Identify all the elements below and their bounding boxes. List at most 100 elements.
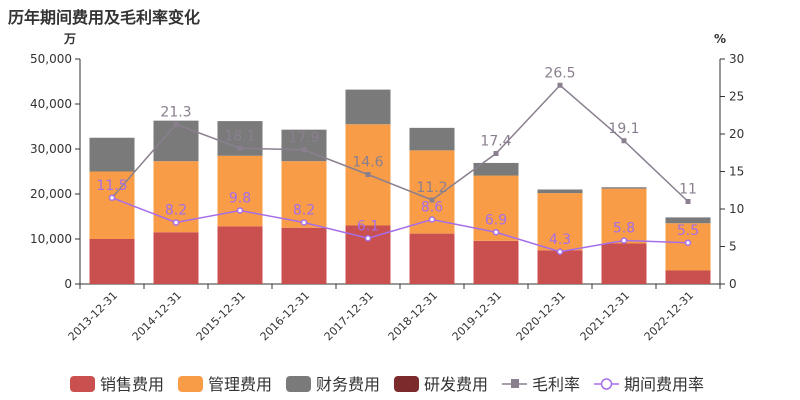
data-label-期间费用率: 11.5 [96, 178, 127, 194]
legend-swatch-销售费用 [70, 376, 95, 392]
legend-label-毛利率: 毛利率 [532, 375, 580, 394]
point-期间费用率 [236, 207, 244, 214]
bar-管理费用 [89, 171, 135, 239]
data-label-期间费用率: 8.6 [421, 200, 443, 216]
bar-管理费用 [665, 223, 711, 271]
bar-管理费用 [217, 155, 263, 227]
bar-管理费用 [537, 193, 583, 251]
right-tick-label: 25 [729, 90, 744, 104]
left-tick-label: 20,000 [30, 187, 72, 201]
bar-销售费用 [601, 243, 647, 284]
point-期间费用率 [556, 248, 564, 255]
chart-title: 历年期间费用及毛利率变化 [8, 8, 201, 27]
line-毛利率 [111, 84, 689, 203]
bar-财务费用 [665, 217, 711, 224]
data-label-毛利率: 19.1 [608, 121, 639, 137]
line-期间费用率 [111, 197, 689, 253]
point-期间费用率 [492, 229, 500, 236]
x-tick-label: 2014-12-31 [130, 289, 184, 343]
bar-管理费用 [601, 188, 647, 244]
data-label-期间费用率: 8.2 [165, 203, 187, 219]
point-毛利率 [685, 199, 691, 204]
data-label-期间费用率: 6.1 [357, 218, 379, 234]
point-毛利率 [557, 82, 563, 88]
bar-销售费用 [281, 227, 327, 284]
data-label-期间费用率: 9.8 [229, 191, 251, 207]
data-label-毛利率: 11 [679, 182, 697, 198]
point-期间费用率 [684, 239, 692, 246]
legend-swatch-研发费用 [394, 376, 419, 392]
bar-销售费用 [153, 232, 199, 284]
left-unit-label: 万 [63, 32, 76, 46]
left-tick-label: 10,000 [30, 232, 72, 246]
point-期间费用率 [620, 237, 628, 244]
data-label-期间费用率: 5.8 [613, 221, 635, 237]
right-tick-label: 5 [729, 240, 737, 254]
point-期间费用率 [172, 219, 180, 226]
x-tick-label: 2018-12-31 [386, 289, 440, 343]
bar-销售费用 [537, 250, 583, 284]
legend-marker-期间费用率 [600, 378, 613, 390]
data-label-毛利率: 26.5 [544, 65, 575, 81]
legend-label-管理费用: 管理费用 [208, 375, 272, 394]
data-label-毛利率: 17.4 [480, 134, 511, 150]
right-tick-label: 30 [729, 52, 744, 66]
legend-label-期间费用率: 期间费用率 [624, 375, 704, 394]
x-tick-label: 2019-12-31 [450, 289, 504, 343]
right-tick-label: 20 [729, 127, 744, 141]
data-label-期间费用率: 4.3 [549, 232, 571, 248]
bar-财务费用 [473, 162, 519, 176]
bar-销售费用 [665, 270, 711, 284]
point-期间费用率 [300, 219, 308, 226]
left-tick-label: 40,000 [30, 97, 72, 111]
point-毛利率 [365, 172, 371, 177]
right-unit-label: % [714, 32, 726, 46]
x-tick-label: 2022-12-31 [642, 289, 696, 343]
data-label-毛利率: 14.6 [352, 155, 383, 171]
left-tick-label: 0 [64, 277, 72, 291]
data-label-毛利率: 11.2 [416, 180, 447, 196]
bar-销售费用 [409, 233, 455, 284]
legend-label-研发费用: 研发费用 [424, 375, 488, 394]
point-毛利率 [301, 147, 307, 153]
bar-财务费用 [345, 89, 391, 125]
bar-销售费用 [89, 239, 135, 284]
point-毛利率 [237, 145, 243, 151]
bar-销售费用 [473, 240, 519, 284]
point-期间费用率 [364, 235, 372, 242]
x-tick-label: 2017-12-31 [322, 289, 376, 343]
data-label-期间费用率: 5.5 [677, 223, 699, 239]
data-label-毛利率: 21.3 [160, 104, 191, 120]
right-tick-label: 10 [729, 202, 744, 216]
x-tick-label: 2020-12-31 [514, 289, 568, 343]
point-毛利率 [621, 138, 627, 144]
legend-swatch-管理费用 [178, 376, 203, 392]
point-毛利率 [429, 197, 435, 203]
left-tick-label: 30,000 [30, 142, 72, 156]
point-毛利率 [173, 121, 179, 127]
legend-marker-毛利率 [511, 379, 519, 388]
bar-财务费用 [409, 127, 455, 151]
x-tick-label: 2013-12-31 [66, 289, 120, 343]
x-tick-label: 2021-12-31 [578, 289, 632, 343]
left-tick-label: 50,000 [30, 52, 72, 66]
point-期间费用率 [108, 194, 116, 201]
data-label-毛利率: 17.9 [288, 130, 319, 146]
data-label-期间费用率: 8.2 [293, 203, 315, 219]
x-tick-label: 2015-12-31 [194, 289, 248, 343]
bar-财务费用 [537, 189, 583, 194]
right-tick-label: 15 [729, 165, 744, 179]
point-期间费用率 [428, 216, 436, 223]
bar-管理费用 [281, 161, 327, 228]
point-毛利率 [493, 151, 499, 156]
data-label-毛利率: 18.1 [224, 128, 255, 144]
bar-销售费用 [217, 226, 263, 284]
legend-swatch-财务费用 [286, 376, 311, 392]
bar-财务费用 [89, 137, 135, 172]
data-label-期间费用率: 6.9 [485, 212, 507, 228]
legend-label-财务费用: 财务费用 [316, 375, 380, 394]
x-tick-label: 2016-12-31 [258, 289, 312, 343]
bar-财务费用 [601, 187, 647, 189]
